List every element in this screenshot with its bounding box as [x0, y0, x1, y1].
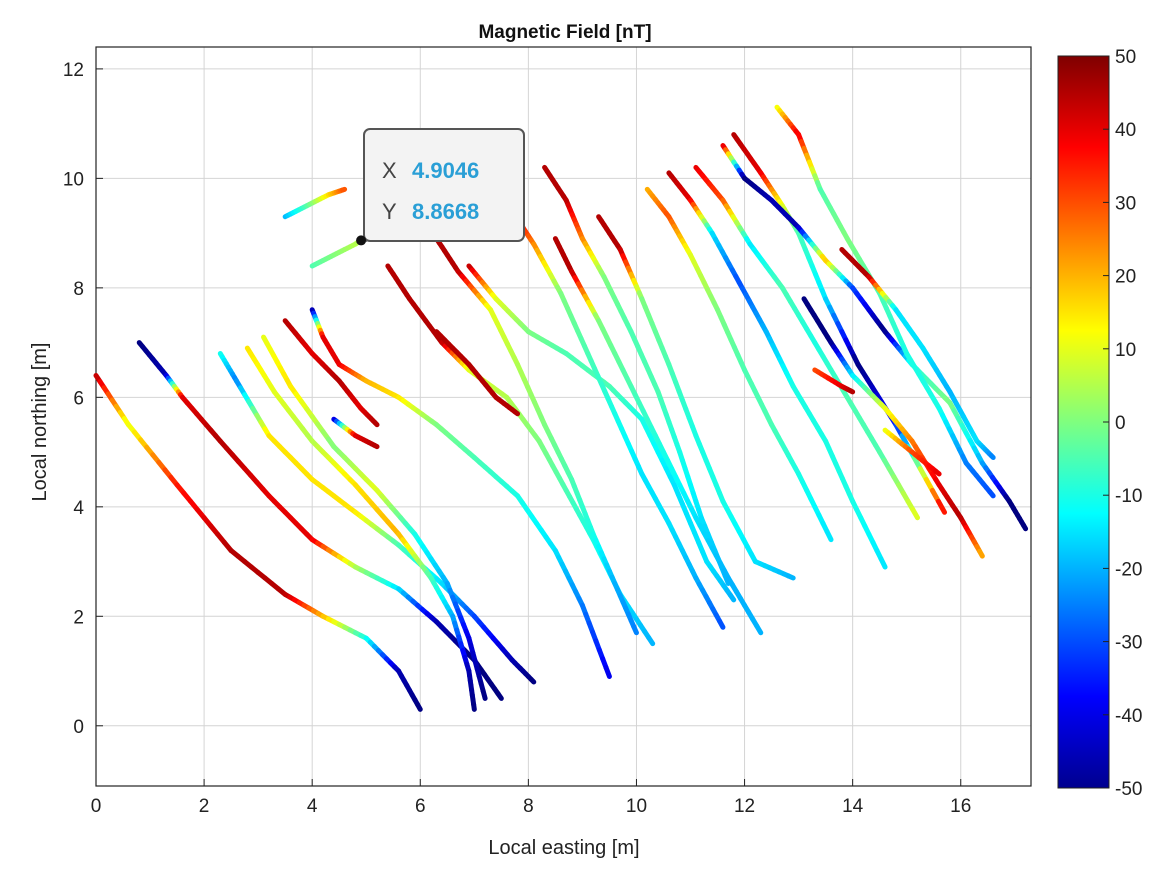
colorbar-tick-label: -10: [1115, 486, 1142, 507]
colorbar-tick-label: -40: [1115, 706, 1142, 727]
track-segment: [606, 668, 609, 677]
y-tick-label: 8: [73, 279, 84, 300]
track-segment: [881, 559, 885, 567]
x-tick-label: 0: [91, 796, 102, 817]
track-segment: [474, 705, 475, 710]
datatip[interactable]: X 4.9046 Y 8.8668: [356, 129, 524, 245]
y-tick-label: 2: [73, 607, 84, 628]
track-segment: [483, 691, 485, 699]
track-line: [312, 240, 361, 266]
y-tick-label: 4: [73, 498, 84, 519]
track-line: [555, 239, 760, 633]
colorbar-tick-label: 40: [1115, 120, 1136, 141]
x-tick-label: 6: [415, 796, 426, 817]
track-segment: [990, 492, 993, 496]
track-line: [334, 419, 377, 446]
track-segment: [375, 423, 377, 425]
colorbar-tick-label: -50: [1115, 779, 1142, 800]
colorbar: 50 40 30 20 10 0 -10 -20 -30 -40 -50: [1058, 47, 1142, 800]
x-tick-label: 12: [734, 796, 755, 817]
chart-title: Magnetic Field [nT]: [478, 22, 651, 43]
track-segment: [827, 531, 831, 539]
track-segment: [418, 705, 421, 710]
track-segment: [1024, 525, 1026, 528]
x-tick-label: 14: [842, 796, 864, 817]
track-segment: [938, 501, 944, 512]
x-axis-label: Local easting [m]: [488, 837, 639, 859]
track-segment: [343, 189, 345, 190]
track-segment: [936, 471, 939, 474]
track-line: [220, 354, 533, 682]
track-segment: [720, 621, 723, 627]
track-segment: [498, 694, 501, 699]
datatip-box: [364, 129, 524, 241]
track-segment: [913, 510, 918, 518]
track-segment: [374, 445, 377, 446]
track-line: [247, 348, 474, 709]
colorbar-gradient: [1058, 56, 1109, 788]
x-tick-label: 2: [199, 796, 210, 817]
y-tick-label: 10: [63, 169, 84, 190]
colorbar-tick-label: 0: [1115, 413, 1126, 434]
data-series: [96, 107, 1026, 709]
x-tick-label: 8: [523, 796, 534, 817]
datatip-y-value: 8.8668: [412, 199, 479, 224]
datatip-x-value: 4.9046: [412, 158, 479, 183]
track-segment: [980, 551, 983, 556]
colorbar-tick-label: 20: [1115, 267, 1136, 288]
colorbar-tick-label: 50: [1115, 47, 1136, 68]
track-segment: [757, 626, 761, 633]
track-segment: [851, 391, 852, 392]
track-line: [696, 167, 918, 517]
colorbar-tick-label: 30: [1115, 193, 1136, 214]
datatip-y-label: Y: [382, 199, 397, 224]
track-segment: [730, 595, 733, 600]
track-segment: [991, 456, 993, 458]
track-segment: [788, 576, 793, 578]
colorbar-tick-label: -30: [1115, 633, 1142, 654]
track-line: [96, 375, 420, 709]
track-line: [885, 430, 939, 474]
y-axis-label: Local northing [m]: [29, 343, 51, 502]
y-tick-label: 12: [63, 60, 84, 81]
x-tick-label: 16: [950, 796, 971, 817]
datatip-x-label: X: [382, 158, 397, 183]
track-line: [139, 343, 501, 699]
track-segment: [515, 412, 518, 414]
x-tick-label: 4: [307, 796, 318, 817]
track-line: [285, 321, 377, 425]
datatip-marker[interactable]: [356, 235, 366, 245]
track-segment: [634, 627, 637, 633]
track-line: [285, 189, 344, 216]
track-line: [804, 299, 982, 556]
y-tick-label: 0: [73, 717, 84, 738]
track-segment: [649, 638, 653, 644]
track-segment: [531, 679, 534, 682]
y-tick-label: 6: [73, 388, 84, 409]
colorbar-tick-label: 10: [1115, 340, 1136, 361]
x-tick-label: 10: [626, 796, 647, 817]
colorbar-tick-label: -20: [1115, 559, 1142, 580]
